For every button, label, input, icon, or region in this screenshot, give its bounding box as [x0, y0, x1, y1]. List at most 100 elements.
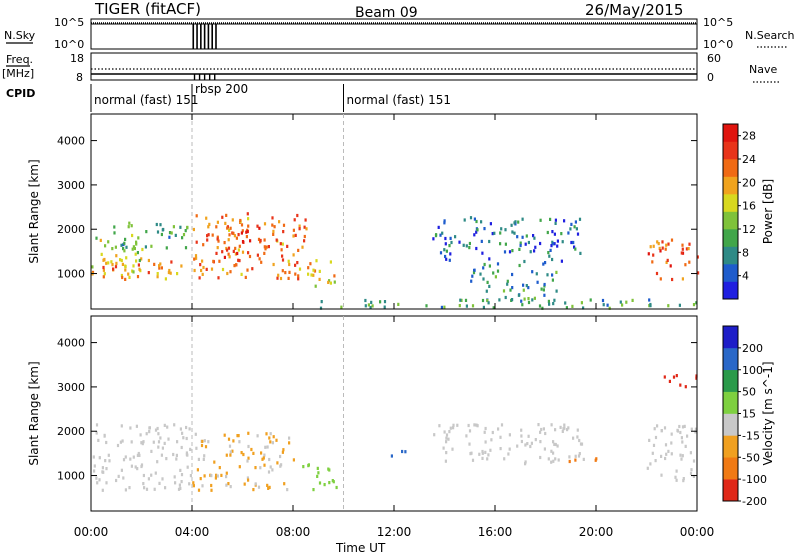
data-cell	[513, 231, 516, 235]
data-cell	[202, 457, 205, 461]
data-cell	[302, 465, 305, 469]
data-cell	[449, 426, 452, 430]
data-cell	[132, 455, 135, 459]
data-cell	[318, 277, 321, 281]
data-cell	[668, 379, 671, 383]
data-cell	[256, 253, 259, 257]
data-cell	[217, 276, 220, 280]
data-cell	[240, 272, 243, 276]
data-cell	[215, 473, 218, 477]
data-cell	[286, 488, 289, 492]
data-cell	[555, 289, 558, 293]
data-cell	[319, 306, 323, 310]
data-cell	[554, 442, 557, 447]
data-cell	[101, 488, 104, 492]
data-cell	[526, 442, 529, 446]
data-cell	[102, 275, 105, 279]
data-cell	[135, 240, 138, 244]
data-cell	[670, 441, 673, 445]
data-cell	[234, 252, 237, 256]
data-cell	[542, 262, 545, 266]
data-cell	[492, 306, 495, 310]
data-cell	[649, 302, 652, 307]
data-cell	[444, 459, 447, 463]
data-cell	[690, 468, 693, 472]
data-cell	[520, 434, 523, 438]
data-cell	[606, 303, 609, 307]
data-cell	[157, 440, 161, 444]
data-cell	[197, 457, 200, 461]
data-cell	[439, 251, 443, 255]
colorbar-swatch	[723, 457, 738, 480]
data-cell	[328, 279, 331, 283]
colorbar-tick-label: -100	[742, 473, 767, 486]
colorbar-swatch	[723, 229, 738, 247]
colorbar-swatch	[723, 159, 738, 177]
data-cell	[680, 436, 683, 440]
data-cell	[137, 451, 140, 456]
data-cell	[216, 246, 219, 250]
data-cell	[563, 219, 566, 223]
data-cell	[279, 276, 283, 281]
data-cell	[237, 434, 240, 438]
data-cell	[488, 239, 491, 244]
data-cell	[200, 443, 204, 448]
data-cell	[137, 236, 140, 240]
data-cell	[258, 257, 261, 261]
data-cell	[246, 268, 249, 272]
data-cell	[516, 444, 519, 448]
data-cell	[496, 269, 500, 273]
data-cell	[120, 468, 123, 472]
data-cell	[487, 301, 490, 305]
data-cell	[572, 436, 575, 440]
data-cell	[159, 436, 162, 440]
data-cell	[266, 445, 269, 449]
data-cell	[538, 304, 542, 308]
colorbar-swatch	[723, 141, 738, 160]
data-cell	[265, 245, 268, 249]
data-cell	[132, 270, 135, 274]
data-cell	[158, 481, 161, 485]
data-cell	[225, 475, 228, 479]
data-cell	[170, 260, 173, 264]
data-cell	[443, 248, 446, 252]
data-cell	[631, 298, 634, 302]
data-cell	[138, 258, 141, 263]
data-cell	[567, 231, 570, 235]
data-cell	[681, 440, 684, 444]
data-cell	[125, 256, 128, 260]
data-cell	[217, 239, 220, 243]
data-cell	[550, 244, 553, 248]
data-cell	[488, 284, 491, 288]
data-cell	[95, 431, 98, 435]
data-cell	[159, 223, 162, 227]
data-cell	[204, 445, 208, 449]
data-cell	[206, 238, 209, 242]
data-cell	[156, 230, 160, 234]
data-cell	[161, 477, 164, 481]
data-cell	[105, 467, 108, 471]
data-cell	[221, 267, 225, 272]
data-cell	[212, 259, 215, 263]
data-cell	[272, 262, 275, 267]
data-cell	[316, 466, 319, 470]
data-cell	[327, 280, 330, 284]
data-cell	[472, 271, 476, 275]
data-cell	[570, 222, 573, 226]
data-cell	[541, 306, 544, 310]
data-cell	[101, 470, 104, 474]
data-cell	[147, 271, 150, 275]
data-cell	[281, 450, 284, 454]
data-cell	[524, 443, 527, 447]
data-cell	[233, 234, 236, 238]
data-cell	[511, 230, 514, 234]
data-cell	[195, 446, 198, 450]
data-cell	[271, 441, 274, 445]
x-tick-label: 12:00	[377, 525, 412, 539]
data-cell	[532, 234, 535, 238]
data-cell	[486, 457, 489, 461]
data-cell	[681, 247, 684, 251]
data-cell	[168, 231, 172, 235]
data-cell	[241, 229, 244, 233]
data-cell	[186, 465, 189, 469]
